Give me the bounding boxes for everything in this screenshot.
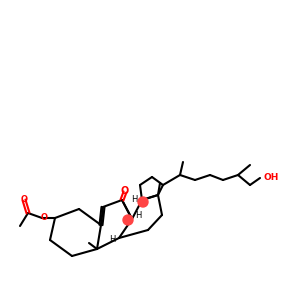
Text: O: O (40, 214, 47, 223)
Text: OH: OH (263, 173, 278, 182)
Circle shape (123, 215, 133, 225)
Text: H: H (132, 196, 138, 205)
Text: O: O (121, 186, 129, 196)
Circle shape (138, 197, 148, 207)
Text: H: H (135, 212, 141, 220)
Text: H: H (109, 235, 115, 244)
Text: O: O (20, 194, 28, 203)
